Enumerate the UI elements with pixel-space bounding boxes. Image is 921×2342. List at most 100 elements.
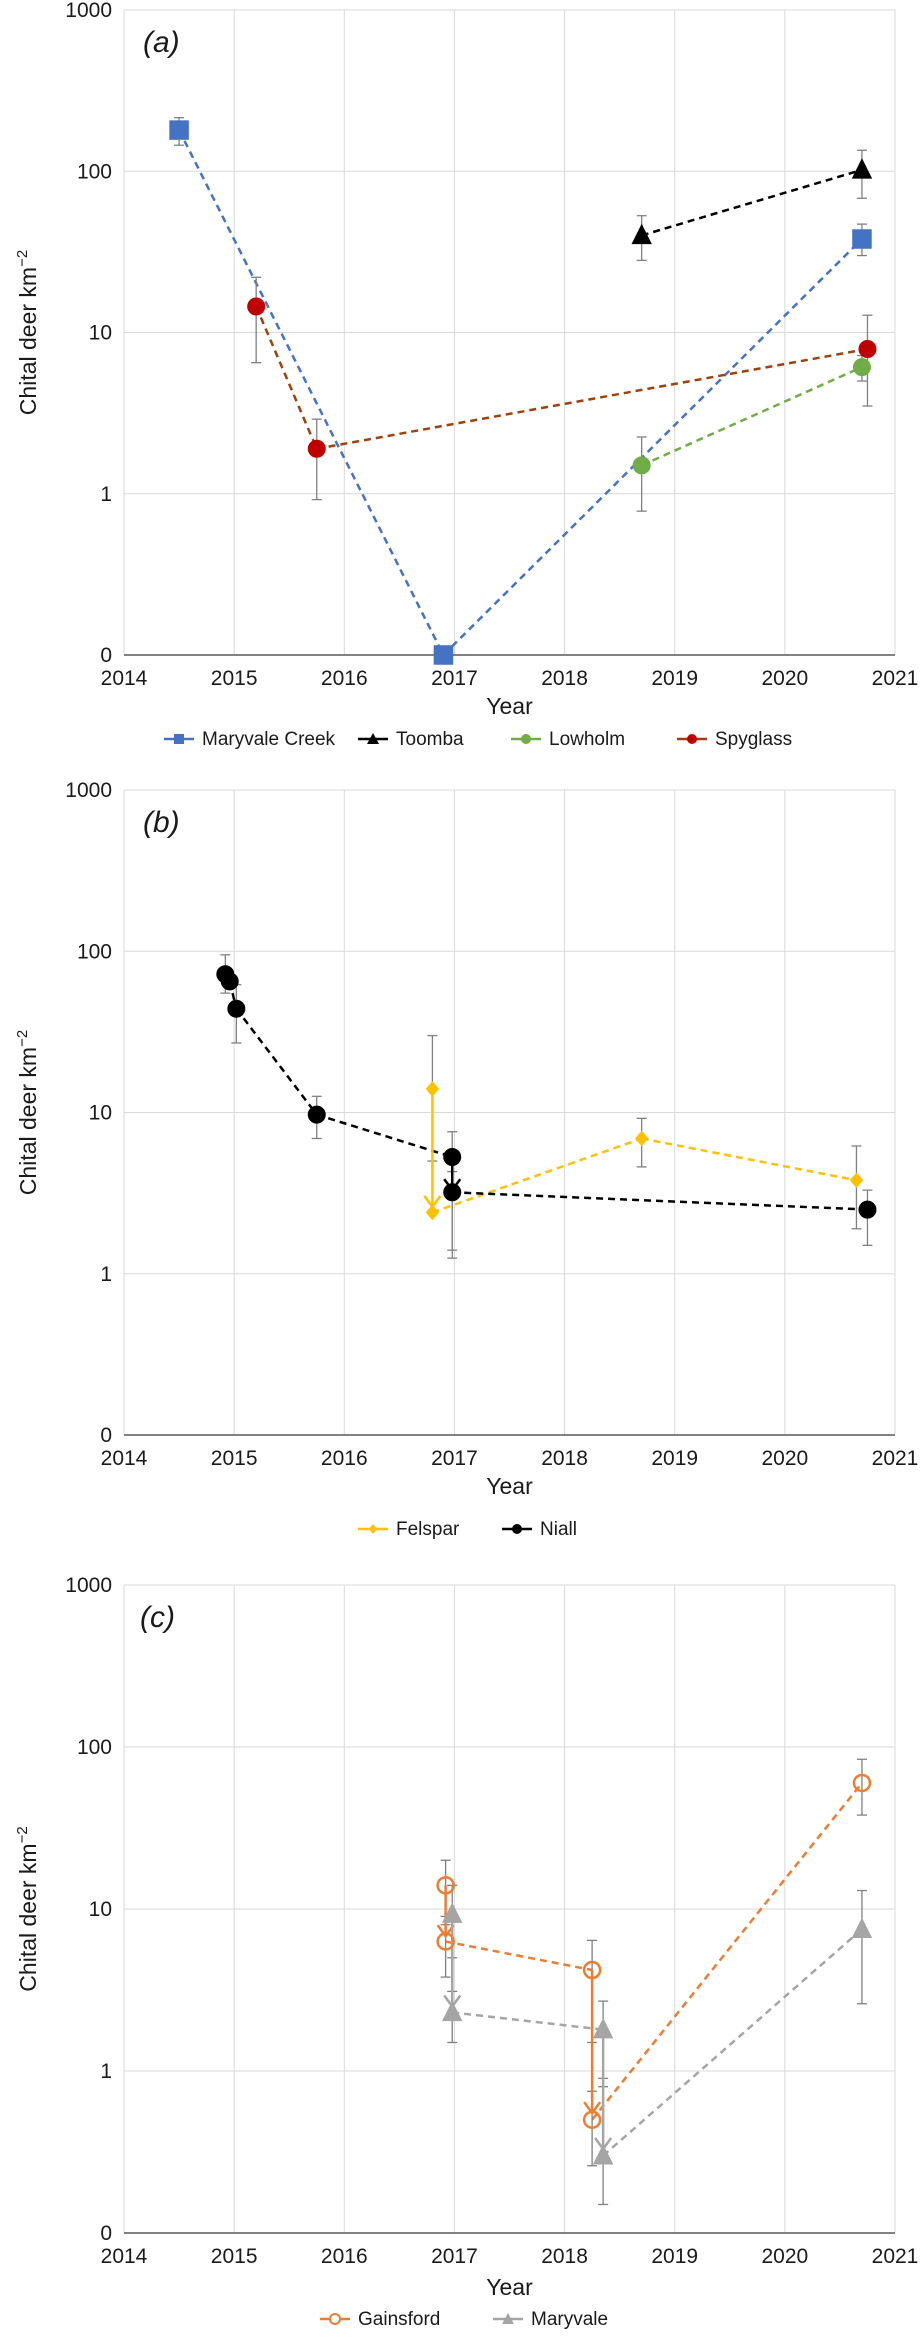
legend-marker [369,1524,377,1534]
data-point [632,456,651,475]
y-tick-label: 1000 [65,0,112,22]
series-lowholm [636,354,867,512]
x-axis-title: Year [486,1473,533,1499]
y-tick-label: 1000 [65,780,112,802]
x-tick-label: 2020 [761,667,808,690]
x-tick-label: 2021 [872,1447,919,1470]
series-line [445,1940,593,1972]
x-tick-label: 2014 [101,1447,148,1470]
data-point [442,1902,463,1923]
data-point [443,1183,462,1202]
decline-arrow-head [583,2101,602,2116]
y-tick-label: 1 [100,2060,112,2083]
data-point [852,229,872,249]
y-tick-label: 10 [89,322,112,345]
legend-label: Maryvale [531,2309,608,2330]
legend-item: Maryvale [493,2309,608,2330]
x-tick-label: 2015 [211,2245,258,2268]
series-line [591,1782,863,2121]
markers-felspar [425,1081,864,1221]
legend-label: Niall [540,1519,577,1540]
data-point [307,1105,326,1124]
panel-label: (b) [143,806,180,839]
x-axis-title: Year [486,2274,533,2300]
legend: Gainsford Maryvale [320,2309,608,2330]
x-tick-label: 2019 [651,2245,698,2268]
x-tick-label: 2015 [211,667,258,690]
x-tick-label: 2017 [431,2245,478,2268]
series-line [235,1007,318,1116]
x-axis-title: Year [486,693,533,719]
y-tick-label: 10 [89,1102,112,1125]
x-tick-label: 2016 [321,667,368,690]
data-point [635,1130,649,1147]
series-line [255,305,318,450]
y-tick-label: 1000 [65,1574,112,1597]
y-tick-label: 0 [100,1424,112,1447]
legend-item: Lowholm [511,729,625,750]
data-point [169,120,189,140]
data-point [852,358,871,377]
data-point [227,999,246,1018]
data-point [582,1960,602,1980]
decline-arrow-head [436,1924,455,1939]
data-point [247,297,266,316]
panel-a: 2014 2015 2016 2017 2018 2019 2020 2021 0 1 10 100 1… [14,0,919,750]
y-tick-label: 0 [100,644,112,667]
data-point [849,1172,864,1189]
data-point [220,972,239,991]
x-tick-label: 2014 [101,2245,148,2268]
legend-item: Toomba [358,729,464,750]
x-tick-label: 2015 [211,1447,258,1470]
legend-label: Toomba [396,729,464,750]
legend-item: Spyglass [677,729,792,750]
panel-label: (c) [140,1601,175,1634]
series-line [641,168,863,237]
series-gainsford [440,1758,867,2167]
x-tick-label: 2018 [541,667,588,690]
x-tick-label: 2020 [761,2245,808,2268]
legend-item: Gainsford [320,2309,440,2330]
series-line [431,1137,643,1214]
data-point [425,1081,440,1097]
x-tick-label: 2019 [651,1447,698,1470]
legend-marker [687,734,697,744]
legend-item: Felspar [358,1519,460,1540]
panel-b: 2014 2015 2016 2017 2018 2019 2020 2021 0 1 10 100 1… [14,780,919,1540]
x-tick-label: 2018 [541,2245,588,2268]
data-point [443,1147,462,1166]
data-point [307,439,326,458]
y-axis-title: Chital deer km−2 [14,250,41,415]
legend-label: Spyglass [715,729,792,750]
x-tick-label: 2016 [321,1447,368,1470]
markers-lowholm [632,358,871,475]
legend-item: Niall [502,1519,577,1540]
x-tick-label: 2021 [872,667,919,690]
x-tick-label: 2018 [541,1447,588,1470]
y-tick-label: 100 [77,160,112,183]
markers-gainsford [436,1773,872,2130]
x-tick-label: 2021 [872,2245,919,2268]
legend-label: Gainsford [358,2309,440,2330]
legend-item: Maryvale Creek [164,729,336,750]
series-line [452,1191,868,1211]
legend-marker [521,734,531,744]
markers-toomba [631,158,873,245]
x-tick-label: 2017 [431,667,478,690]
data-point [592,2017,614,2039]
gridlines [123,9,896,656]
legend-label: Maryvale Creek [202,729,336,750]
legend-marker [502,2313,514,2324]
data-point [858,1200,877,1219]
legend-marker [329,2313,341,2325]
legend: Felspar Niall [358,1519,577,1540]
x-tick-label: 2020 [761,1447,808,1470]
series-line [442,238,863,656]
x-tick-label: 2016 [321,2245,368,2268]
x-tick-label: 2019 [651,667,698,690]
series-line [452,2011,604,2031]
data-point [582,2110,602,2130]
data-point [592,2144,614,2165]
y-axis-title: Chital deer km−2 [14,1030,41,1195]
